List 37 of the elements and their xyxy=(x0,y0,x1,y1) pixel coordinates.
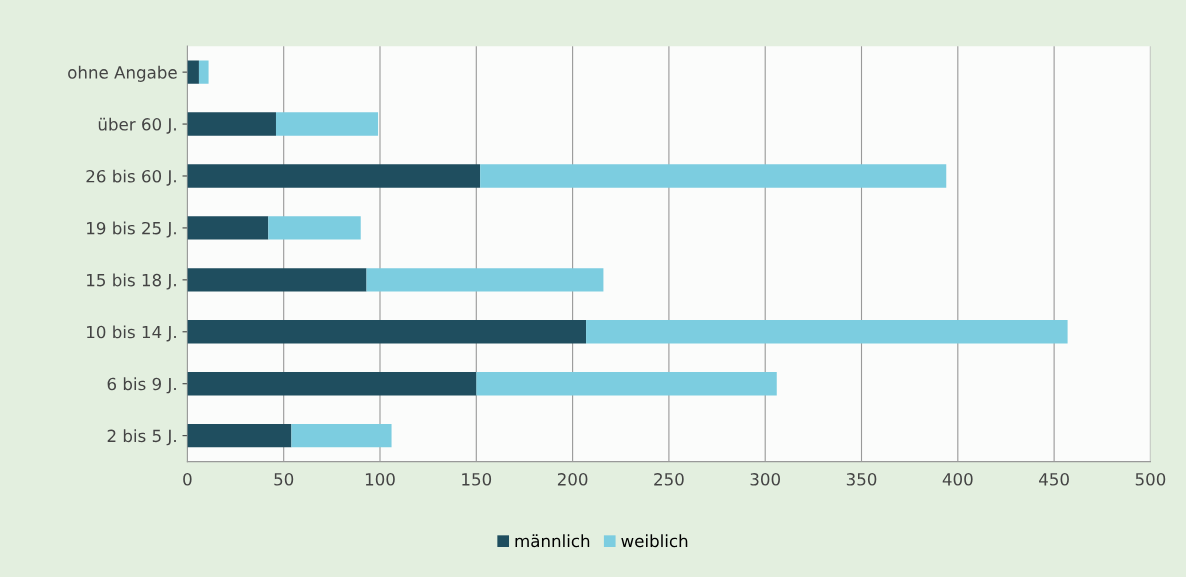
y-tick-label: über 60 J. xyxy=(98,117,176,134)
legend-label: weiblich xyxy=(621,534,688,548)
y-tick-label: 10 bis 14 J. xyxy=(87,325,176,342)
y-tick-label: ohne Angabe xyxy=(68,65,177,82)
bar xyxy=(366,268,604,292)
y-tick-label: 6 bis 9 J. xyxy=(107,377,176,394)
bar xyxy=(187,372,477,396)
bar xyxy=(198,60,209,84)
x-tick-label: 400 xyxy=(942,473,973,486)
legend-label: männlich xyxy=(515,534,590,548)
bar xyxy=(187,268,367,292)
x-tick-label: 450 xyxy=(1039,473,1069,486)
y-tick-label: 19 bis 25 J. xyxy=(87,221,176,238)
bar xyxy=(480,164,947,188)
y-tick-label: 15 bis 18 J. xyxy=(87,273,176,290)
bar xyxy=(187,216,269,240)
bar xyxy=(586,320,1068,344)
x-tick-label: 350 xyxy=(846,473,877,486)
x-tick-label: 250 xyxy=(654,473,684,486)
bar xyxy=(187,60,199,84)
x-tick-label: 300 xyxy=(750,473,781,486)
x-tick-label: 500 xyxy=(1135,473,1166,486)
y-tick-label: 2 bis 5 J. xyxy=(107,429,176,446)
x-tick-label: 200 xyxy=(557,473,588,486)
bar xyxy=(187,423,292,448)
bar xyxy=(187,164,481,188)
bar xyxy=(476,372,777,396)
bar xyxy=(187,112,276,136)
x-tick-label: 0 xyxy=(183,473,192,486)
bar xyxy=(291,423,392,448)
x-tick-label: 100 xyxy=(365,473,395,486)
bar xyxy=(275,112,379,136)
y-tick-label: 26 bis 60 J. xyxy=(86,169,176,186)
x-tick-label: 50 xyxy=(274,473,294,486)
x-tick-label: 150 xyxy=(462,473,492,486)
bar xyxy=(187,320,587,344)
bar xyxy=(268,216,361,240)
